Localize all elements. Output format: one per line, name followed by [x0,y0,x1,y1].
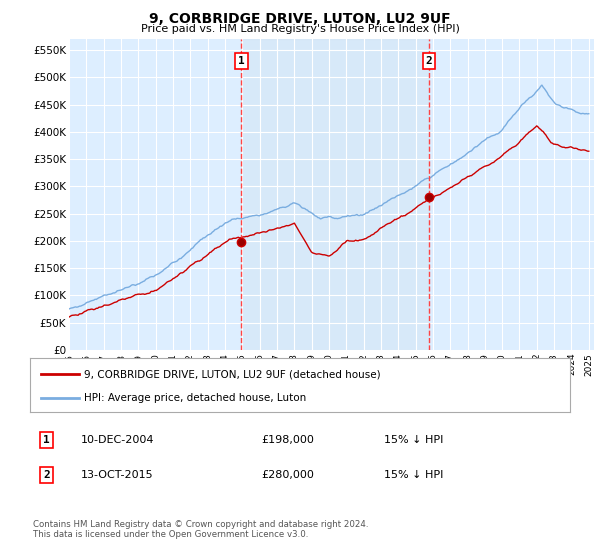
Text: £280,000: £280,000 [261,470,314,480]
Text: 9, CORBRIDGE DRIVE, LUTON, LU2 9UF (detached house): 9, CORBRIDGE DRIVE, LUTON, LU2 9UF (deta… [84,370,380,379]
Text: 15% ↓ HPI: 15% ↓ HPI [384,470,443,480]
Text: 2: 2 [426,56,433,66]
Text: 9, CORBRIDGE DRIVE, LUTON, LU2 9UF: 9, CORBRIDGE DRIVE, LUTON, LU2 9UF [149,12,451,26]
Text: 13-OCT-2015: 13-OCT-2015 [81,470,154,480]
Text: 1: 1 [43,435,50,445]
Text: 1: 1 [238,56,245,66]
Text: £198,000: £198,000 [261,435,314,445]
Bar [241,39,429,350]
Text: 15% ↓ HPI: 15% ↓ HPI [384,435,443,445]
Text: HPI: Average price, detached house, Luton: HPI: Average price, detached house, Luto… [84,393,306,403]
Text: 2: 2 [43,470,50,480]
Text: 10-DEC-2004: 10-DEC-2004 [81,435,155,445]
Text: Contains HM Land Registry data © Crown copyright and database right 2024.
This d: Contains HM Land Registry data © Crown c… [33,520,368,539]
Text: Price paid vs. HM Land Registry's House Price Index (HPI): Price paid vs. HM Land Registry's House … [140,24,460,34]
